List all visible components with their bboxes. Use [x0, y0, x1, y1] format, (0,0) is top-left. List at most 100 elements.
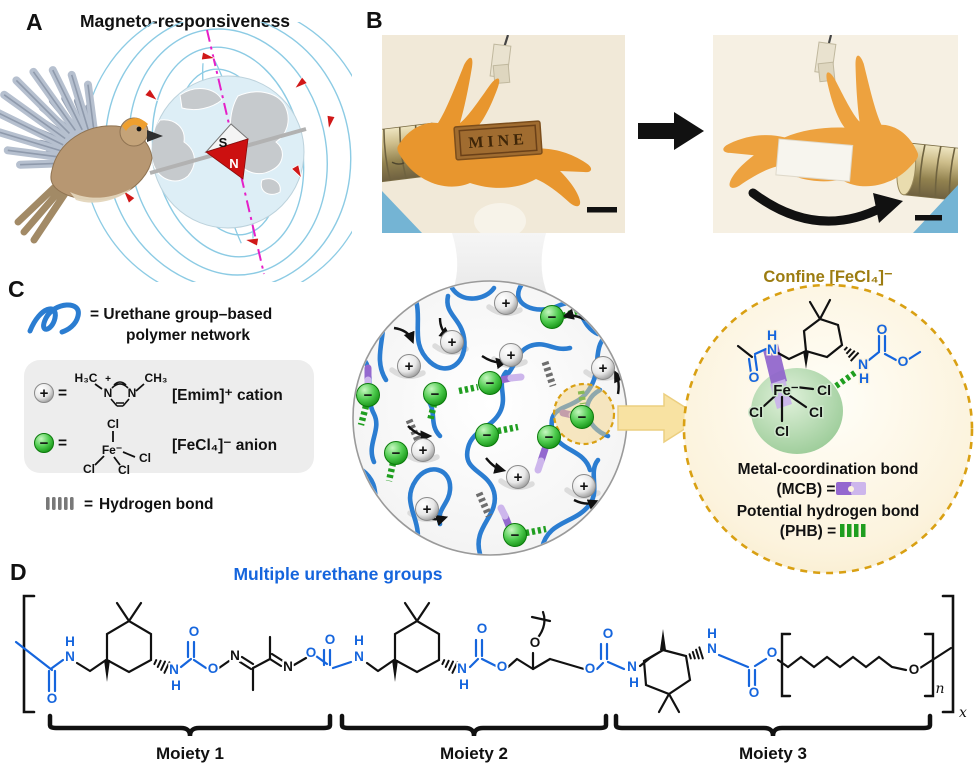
confine-inset: Confine [FeCl₄]⁻ N H N H O O O Fe⁻ Cl Cl — [682, 268, 974, 575]
inset-h-label: H — [859, 370, 869, 386]
hash-tick — [153, 659, 158, 666]
cation-plus: + — [405, 358, 414, 375]
atom-label-o: O — [749, 685, 760, 700]
phb-dashes — [834, 369, 858, 389]
anion-minus: − — [545, 429, 554, 446]
cation-plus: + — [514, 469, 523, 486]
atom-label-n: N — [230, 648, 240, 663]
n-left-label: N — [104, 386, 113, 400]
atom-label-o: O — [585, 661, 596, 676]
anion-sphere-icon — [34, 433, 54, 453]
cation-legend-row: + = H₃C N + N CH₃ [Emim]⁺ cation — [34, 371, 283, 407]
rotation-arrowhead — [873, 193, 903, 223]
hash-tick — [448, 660, 455, 671]
cl-top: Cl — [107, 417, 119, 431]
mcb-ribbon-dark — [763, 344, 787, 387]
hash-tick — [847, 350, 856, 359]
atom-label-o: O — [325, 632, 336, 647]
anion-name: [FeCl₄]⁻ anion — [172, 437, 277, 454]
hashed-stereo-bonds — [153, 646, 704, 674]
wedge-bond — [392, 660, 398, 682]
network-ions: +++++++++−− −−− −−−− — [356, 291, 615, 547]
globe — [149, 75, 307, 229]
inset-cl-label: Cl — [749, 404, 763, 420]
atom-label-n: N — [65, 649, 75, 664]
ion-legend-box — [24, 360, 314, 473]
feather-shaft — [15, 79, 71, 135]
hbond-equals: = — [84, 496, 93, 513]
anion-sphere — [478, 371, 502, 395]
anion-sphere — [537, 425, 561, 449]
field-arrowhead — [122, 189, 136, 204]
mcb-bond-light — [534, 457, 545, 474]
atom-label-h: H — [171, 678, 181, 693]
feather-shaft — [32, 71, 77, 131]
anion-minus-glyph: − — [40, 435, 49, 452]
moiety-3-label: Moiety 3 — [739, 744, 807, 763]
anion-equals: = — [58, 435, 67, 452]
atom-label-n: N — [354, 649, 364, 664]
inset-n-label: N — [858, 356, 868, 372]
ch3-label: CH₃ — [145, 371, 168, 385]
n-right-label: N — [128, 386, 137, 400]
hash-tick — [160, 660, 167, 671]
atom-label-o: O — [306, 645, 317, 660]
polymer-chain — [407, 283, 467, 371]
bird-film-shape — [397, 57, 592, 207]
photo-bird-after — [713, 35, 958, 233]
phb-dashes — [385, 462, 397, 482]
hydrogen-bond-dashes — [475, 491, 493, 518]
field-arrowhead — [144, 88, 159, 102]
polymer-chain — [516, 282, 601, 337]
hash-tick — [441, 659, 446, 666]
hydrogen-bond-dashes — [541, 360, 557, 388]
inset-hash-bond — [843, 346, 860, 362]
anion-minus: − — [511, 527, 520, 544]
inset-fe-label: Fe⁻ — [773, 382, 799, 399]
panel-c: C = Urethane group–based polymer network… — [8, 276, 314, 513]
field-direction-arrows — [94, 51, 336, 247]
panel-a: A Magneto-responsiveness — [0, 9, 352, 282]
motion-arrow — [407, 425, 433, 442]
mcb-text-line1: Metal-coordination bond — [738, 461, 919, 478]
phb-text-line1: Potential hydrogen bond — [737, 503, 920, 520]
mcb-bond-light — [507, 373, 525, 382]
phb-text-line2: (PHB) = — [780, 523, 836, 540]
scale-bar — [915, 215, 942, 221]
mcb-text-line2: (MCB) = — [777, 481, 836, 498]
motion-arrow — [614, 370, 625, 395]
cation-sphere — [572, 474, 596, 498]
wedge-bond — [104, 660, 110, 682]
hash-tick — [163, 661, 171, 674]
cation-sphere — [411, 438, 435, 462]
atom-label-n: N — [457, 661, 467, 676]
cation-plus: + — [580, 478, 589, 495]
magnetosphere-illustration: S N — [0, 22, 352, 282]
cation-sphere — [494, 291, 518, 315]
blank-label — [775, 138, 854, 182]
cl-right: Cl — [139, 451, 151, 465]
scale-bar — [587, 207, 617, 213]
atom-label-o: O — [47, 691, 58, 706]
field-arrowhead — [290, 164, 303, 180]
inset-title: Confine [FeCl₄]⁻ — [763, 268, 893, 286]
polymer-chain — [407, 467, 453, 554]
hash-tick — [695, 648, 700, 660]
cation-plus: + — [419, 442, 428, 459]
bird-film-shape — [723, 55, 919, 188]
panel-b: B — [366, 7, 958, 233]
panel-d: D Multiple urethane groups — [10, 559, 967, 763]
hash-tick — [156, 659, 162, 668]
inset-o-label: O — [877, 321, 888, 337]
fecl4-structure: Cl Fe⁻ Cl Cl Cl — [83, 417, 151, 477]
atom-label-o: O — [208, 661, 219, 676]
cation-plus: + — [502, 295, 511, 312]
anion-legend-row: − = Cl Fe⁻ Cl Cl Cl [FeCl₄]⁻ anion — [34, 417, 277, 477]
anion-halo — [751, 368, 843, 454]
transition-arrow — [638, 112, 704, 150]
fe-label: Fe⁻ — [102, 443, 122, 457]
cation-equals: = — [58, 385, 67, 402]
mcb-bond-light — [497, 504, 509, 520]
atom-label-o: O — [189, 624, 200, 639]
